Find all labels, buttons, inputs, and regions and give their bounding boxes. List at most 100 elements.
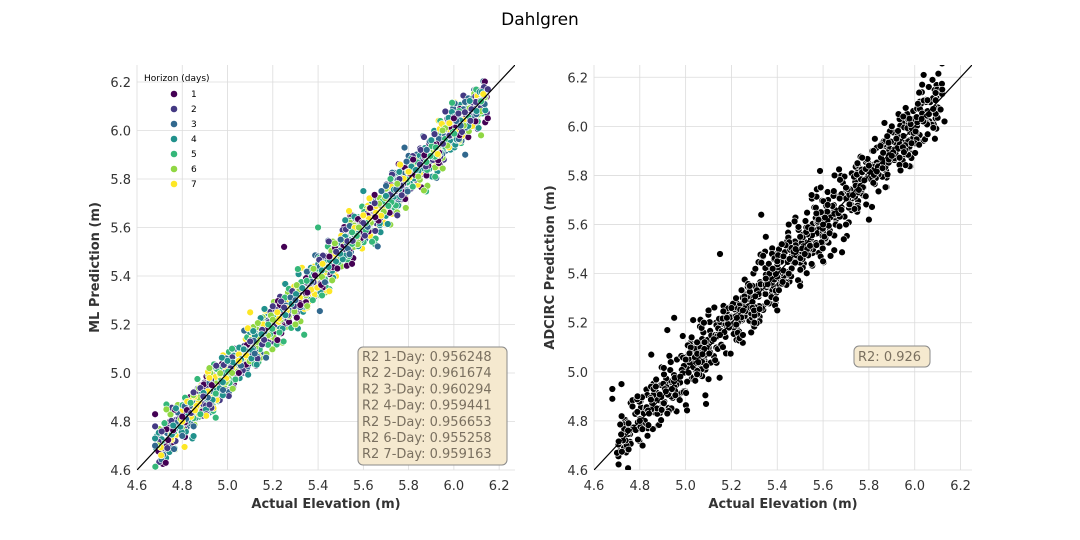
data-point (704, 375, 713, 383)
data-point (212, 362, 220, 370)
data-point (881, 183, 890, 191)
data-point (337, 235, 345, 244)
data-point (775, 286, 783, 294)
data-point (205, 400, 214, 409)
data-point (293, 314, 301, 322)
adcirc-prediction-plot: 4.6 4.8 5.0 5.2 5.4 5.6 5.8 6.0 6.2 4.6 4.8 5.0 5.2 5… (543, 65, 972, 512)
data-point (732, 320, 740, 329)
data-point (842, 184, 850, 192)
data-point (403, 187, 412, 196)
data-point (681, 355, 690, 364)
annotation-box (357, 346, 508, 466)
y-tick-label: 5.0 (110, 367, 131, 382)
data-point (710, 303, 719, 312)
data-point (231, 375, 240, 384)
data-point (193, 375, 202, 383)
data-point (693, 338, 701, 347)
data-point (807, 260, 816, 268)
data-point (719, 307, 728, 316)
data-point (931, 96, 940, 104)
data-point (750, 319, 759, 327)
data-point (759, 252, 767, 260)
data-point (918, 80, 926, 89)
data-point (820, 232, 829, 241)
data-point (905, 114, 914, 123)
data-point (189, 422, 198, 431)
data-point (682, 389, 690, 397)
data-point (162, 459, 170, 467)
y-tick-label: 4.8 (567, 415, 588, 430)
data-point (374, 242, 382, 251)
data-point (303, 277, 311, 285)
x-tick-label: 4.6 (584, 479, 605, 494)
data-point (341, 216, 349, 224)
data-point (779, 252, 788, 261)
data-point (819, 257, 827, 266)
data-point (719, 343, 727, 351)
x-tick-label: 5.8 (398, 479, 419, 494)
data-point (345, 207, 353, 215)
data-point (205, 374, 214, 382)
data-point (465, 97, 474, 105)
data-point (701, 391, 710, 399)
data-point (281, 280, 289, 288)
data-point (368, 238, 376, 246)
x-tick-label: 6.2 (950, 479, 971, 494)
data-point (432, 143, 440, 152)
data-point (412, 166, 420, 174)
legend-label: 2 (191, 105, 197, 115)
data-point (617, 412, 626, 420)
data-point (328, 276, 336, 285)
data-point (366, 204, 374, 212)
data-point (671, 391, 680, 399)
data-point (294, 265, 302, 273)
data-point (251, 349, 259, 358)
data-point (928, 76, 937, 84)
data-point (869, 147, 878, 155)
data-point (931, 89, 940, 97)
data-point (396, 160, 404, 169)
data-point (268, 345, 277, 354)
data-point (726, 349, 735, 358)
x-tick-label: 5.2 (262, 479, 283, 494)
data-point (257, 330, 266, 338)
data-point (151, 434, 159, 443)
data-point (273, 308, 282, 317)
data-point (235, 369, 243, 377)
data-point (853, 159, 862, 167)
y-axis-label: ML Prediction (m) (88, 202, 103, 333)
annotation-line: R2 7-Day: 0.959163 (362, 447, 492, 462)
data-point (938, 65, 946, 68)
data-point (936, 105, 945, 114)
data-point (934, 69, 943, 78)
data-point (915, 141, 923, 149)
data-point (481, 106, 490, 115)
data-point (791, 258, 799, 267)
data-point (314, 223, 322, 232)
data-point (931, 135, 939, 143)
data-point (239, 345, 248, 353)
data-point (929, 105, 937, 113)
data-point (345, 250, 354, 258)
data-point (309, 265, 318, 273)
data-point (691, 377, 699, 385)
data-point (260, 305, 269, 313)
data-point (663, 326, 672, 334)
data-point (269, 315, 277, 324)
data-point (812, 209, 821, 218)
data-point (938, 85, 946, 94)
x-tick-label: 5.0 (217, 479, 238, 494)
data-point (402, 204, 410, 212)
data-point (647, 395, 655, 404)
data-point (484, 85, 492, 93)
data-point (151, 422, 159, 431)
data-point (884, 138, 893, 147)
data-point (157, 451, 165, 460)
data-point (737, 286, 746, 294)
scatter-points (151, 77, 492, 470)
data-point (279, 337, 288, 346)
data-point (420, 133, 428, 141)
data-point (757, 211, 765, 219)
data-point (772, 295, 780, 303)
